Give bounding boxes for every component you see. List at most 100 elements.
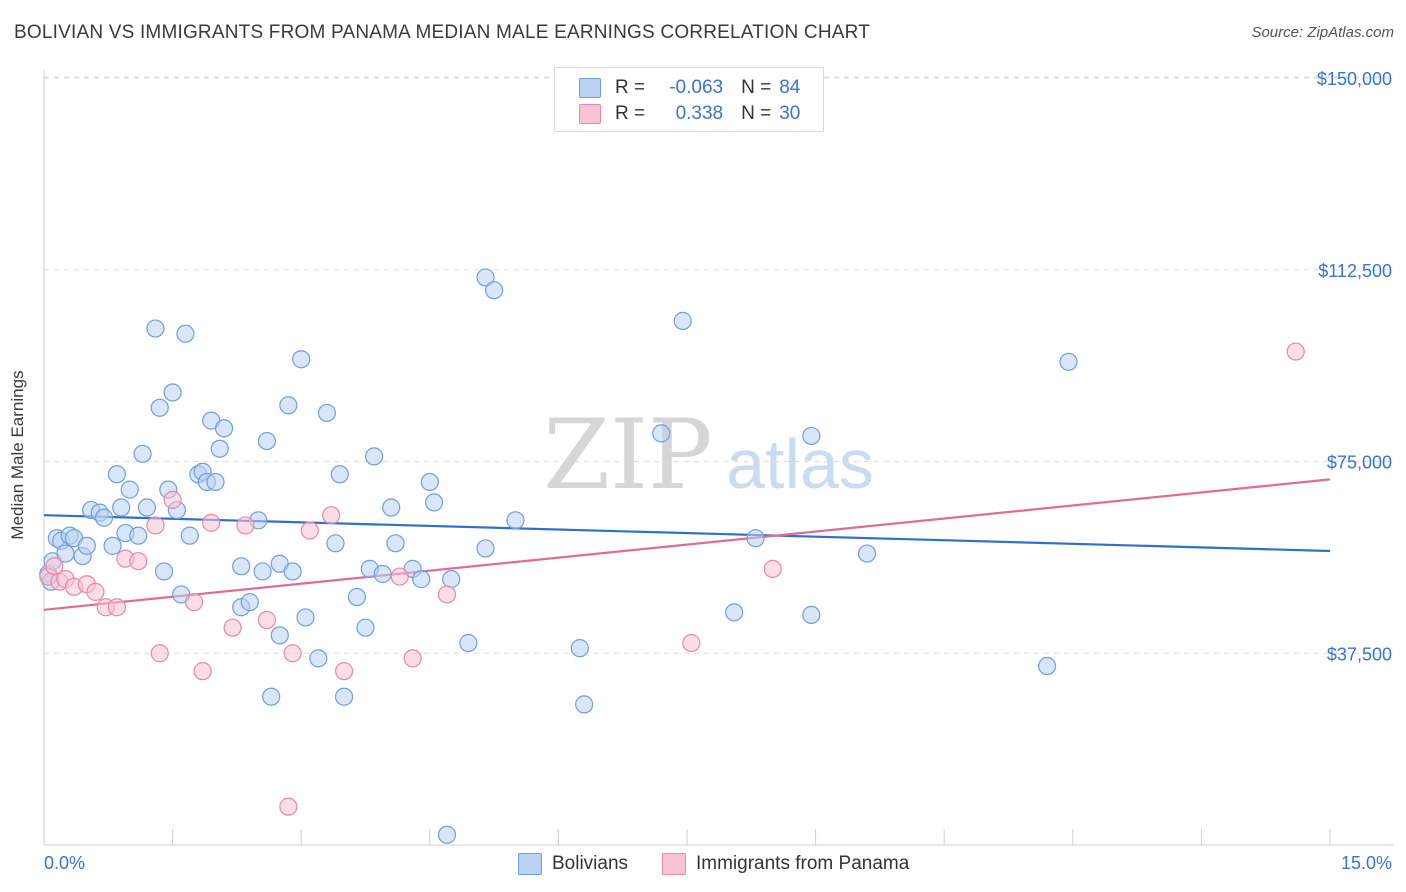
watermark-zip: ZIP — [543, 399, 712, 511]
bolivian-point — [240, 593, 259, 612]
legend-n-value: 30 — [779, 103, 801, 124]
axes — [43, 70, 1394, 846]
bolivian-point — [283, 562, 302, 581]
legend-n-label: N = — [741, 77, 772, 98]
bolivian-point — [424, 493, 444, 512]
pink-swatch — [579, 104, 601, 124]
bolivian-point — [802, 426, 821, 446]
bolivian-point — [150, 398, 169, 417]
legend-r-label: R = — [615, 77, 646, 98]
legend-n-value: 84 — [779, 77, 801, 98]
panama-point — [193, 662, 212, 681]
x-tick-label-min: 0.0% — [44, 853, 85, 873]
bolivian-point — [420, 472, 439, 492]
source-label: Source: ZipAtlas.com — [1251, 24, 1394, 41]
bolivian-point — [120, 480, 139, 499]
legend-label: Immigrants from Panama — [696, 853, 910, 874]
bolivian-point — [210, 439, 229, 458]
bolivian-point — [309, 649, 328, 668]
bolivian-point — [107, 465, 126, 484]
data-points — [39, 268, 1305, 844]
bolivian-point — [570, 639, 589, 658]
panama-point — [223, 618, 242, 637]
bolivian-point — [725, 603, 744, 622]
bolivian-point — [356, 618, 375, 637]
panama-point — [322, 506, 341, 525]
bolivian-point — [1059, 352, 1078, 371]
panama-point — [163, 490, 182, 509]
bolivian-point — [412, 570, 431, 589]
legend-item-panama[interactable]: Immigrants from Panama — [662, 852, 909, 876]
blue-swatch — [579, 78, 601, 98]
legend-r-value: -0.063 — [669, 77, 724, 98]
bolivian-point — [506, 511, 525, 530]
bolivian-point — [296, 608, 315, 627]
pink-swatch — [662, 853, 686, 875]
bolivian-point — [673, 311, 692, 330]
bolivian-point — [326, 534, 345, 553]
bolivian-point — [214, 419, 234, 438]
bolivian-point — [253, 562, 272, 581]
bolivian-point — [437, 825, 457, 844]
panama-point — [390, 567, 409, 586]
bolivian-point — [154, 562, 174, 581]
bolivian-point — [129, 526, 148, 545]
bolivian-point — [485, 281, 504, 300]
bolivian-point — [317, 403, 337, 423]
bolivian-point — [279, 396, 298, 415]
panama-trend-line — [43, 478, 1331, 611]
bolivian-point — [386, 534, 405, 553]
legend-r-value: 0.338 — [675, 103, 724, 124]
panama-point — [403, 649, 422, 668]
panama-point — [300, 521, 319, 540]
bolivian-point — [232, 557, 251, 576]
legend-row-bolivians: R = -0.063 N = 84 — [579, 76, 800, 100]
bolivian-point — [746, 529, 765, 548]
panama-point — [279, 797, 298, 816]
panama-point — [437, 585, 457, 604]
watermark: ZIP atlas — [543, 399, 874, 511]
bolivian-point — [176, 324, 195, 343]
bolivian-point — [262, 687, 281, 706]
bolivian-point — [137, 498, 156, 517]
bolivian-point — [133, 444, 152, 463]
bolivian-point — [77, 536, 96, 555]
bolivian-point — [857, 544, 877, 563]
legend-item-bolivians[interactable]: Bolivians — [518, 852, 628, 876]
legend-n-label: N = — [741, 103, 772, 124]
panama-point — [86, 582, 105, 601]
legend-row-panama: R = 0.338 N = 30 — [579, 102, 800, 126]
bolivian-point — [347, 587, 367, 607]
y-tick-label: $150,000 — [1317, 69, 1392, 89]
bolivian-point — [364, 447, 384, 466]
bolivian-point — [476, 539, 495, 558]
bolivian-point — [382, 498, 401, 517]
bolivian-point — [373, 564, 392, 584]
bolivian-point — [459, 633, 478, 653]
x-tick-label-max: 15.0% — [1341, 853, 1392, 873]
bolivian-point — [163, 383, 182, 402]
panama-point — [146, 516, 165, 535]
bolivian-point — [146, 319, 165, 338]
chart-title: BOLIVIAN VS IMMIGRANTS FROM PANAMA MEDIA… — [14, 22, 870, 43]
panama-point — [107, 598, 126, 617]
bolivian-point — [94, 508, 114, 527]
bolivian-point — [112, 498, 131, 517]
panama-point — [682, 633, 701, 653]
bolivian-point — [652, 424, 671, 443]
panama-point — [763, 559, 782, 578]
bolivian-point — [330, 465, 349, 484]
bolivian-point — [476, 268, 495, 287]
bolivian-point — [257, 431, 277, 451]
bolivian-point — [270, 626, 289, 645]
legend-r-label: R = — [615, 103, 646, 124]
panama-point — [129, 552, 148, 571]
y-tick-label: $112,500 — [1318, 261, 1392, 281]
panama-point — [334, 662, 354, 681]
bolivian-point — [802, 605, 821, 625]
bolivian-point — [575, 695, 594, 714]
bolivian-point — [1037, 656, 1057, 676]
tick-labels: 0.0% 15.0% $37,500 $75,000 $112,500 $150,00… — [44, 69, 1392, 873]
correlation-legend: R = -0.063 N = 84 R = 0.338 N = 30 — [554, 67, 824, 132]
